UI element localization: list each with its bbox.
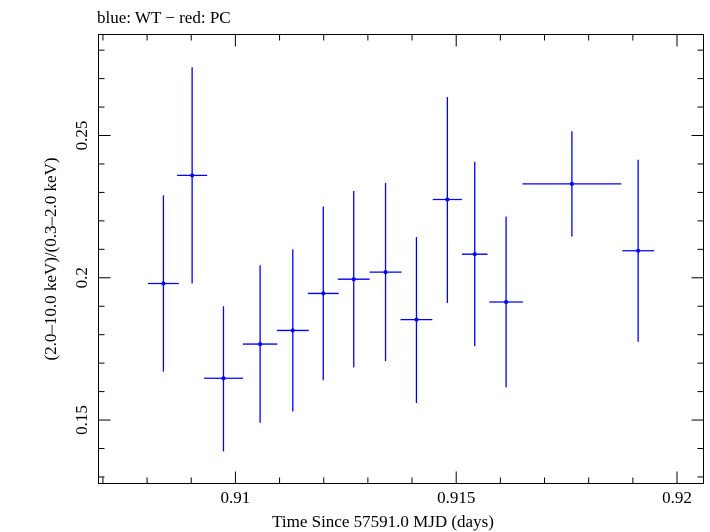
data-point — [461, 161, 488, 347]
plot-frame — [98, 34, 704, 484]
point-marker — [161, 281, 166, 286]
point-marker — [221, 376, 226, 381]
data-point — [522, 131, 622, 237]
y-axis-label: (2.0–10.0 keV)/(0.3–2.0 keV) — [41, 157, 60, 360]
point-marker — [636, 248, 641, 253]
point-marker — [414, 317, 419, 322]
y-tick-label: 0.2 — [72, 267, 91, 288]
data-point — [337, 190, 370, 368]
x-tick-label: 0.915 — [437, 488, 475, 507]
x-axis-ticks — [102, 34, 678, 484]
point-marker — [504, 299, 509, 304]
data-point — [369, 183, 402, 362]
point-marker — [290, 328, 295, 333]
x-tick-label: 0.92 — [662, 488, 692, 507]
point-marker — [321, 291, 326, 296]
data-point — [204, 306, 243, 452]
point-marker — [351, 277, 356, 282]
data-point — [177, 67, 208, 284]
point-marker — [569, 181, 574, 186]
point-marker — [472, 252, 477, 257]
data-point — [400, 237, 433, 403]
chart-title: blue: WT − red: PC — [97, 8, 231, 27]
x-axis-tick-labels: 0.91 0.915 0.92 — [221, 488, 692, 507]
data-point — [622, 159, 655, 342]
data-point — [432, 97, 462, 303]
y-tick-label: 0.15 — [72, 405, 91, 435]
y-axis-tick-labels: 0.15 0.2 0.25 — [72, 121, 91, 435]
data-point — [276, 249, 309, 412]
data-points — [147, 67, 655, 452]
y-tick-label: 0.25 — [72, 121, 91, 151]
point-marker — [190, 173, 195, 178]
data-point — [307, 206, 339, 381]
data-point — [242, 265, 278, 423]
point-marker — [445, 197, 450, 202]
point-marker — [258, 342, 263, 347]
data-point — [489, 216, 523, 388]
x-tick-label: 0.91 — [221, 488, 251, 507]
point-marker — [383, 270, 388, 275]
x-axis-label: Time Since 57591.0 MJD (days) — [272, 512, 494, 531]
y-axis-ticks — [98, 49, 704, 478]
data-point — [147, 195, 179, 372]
